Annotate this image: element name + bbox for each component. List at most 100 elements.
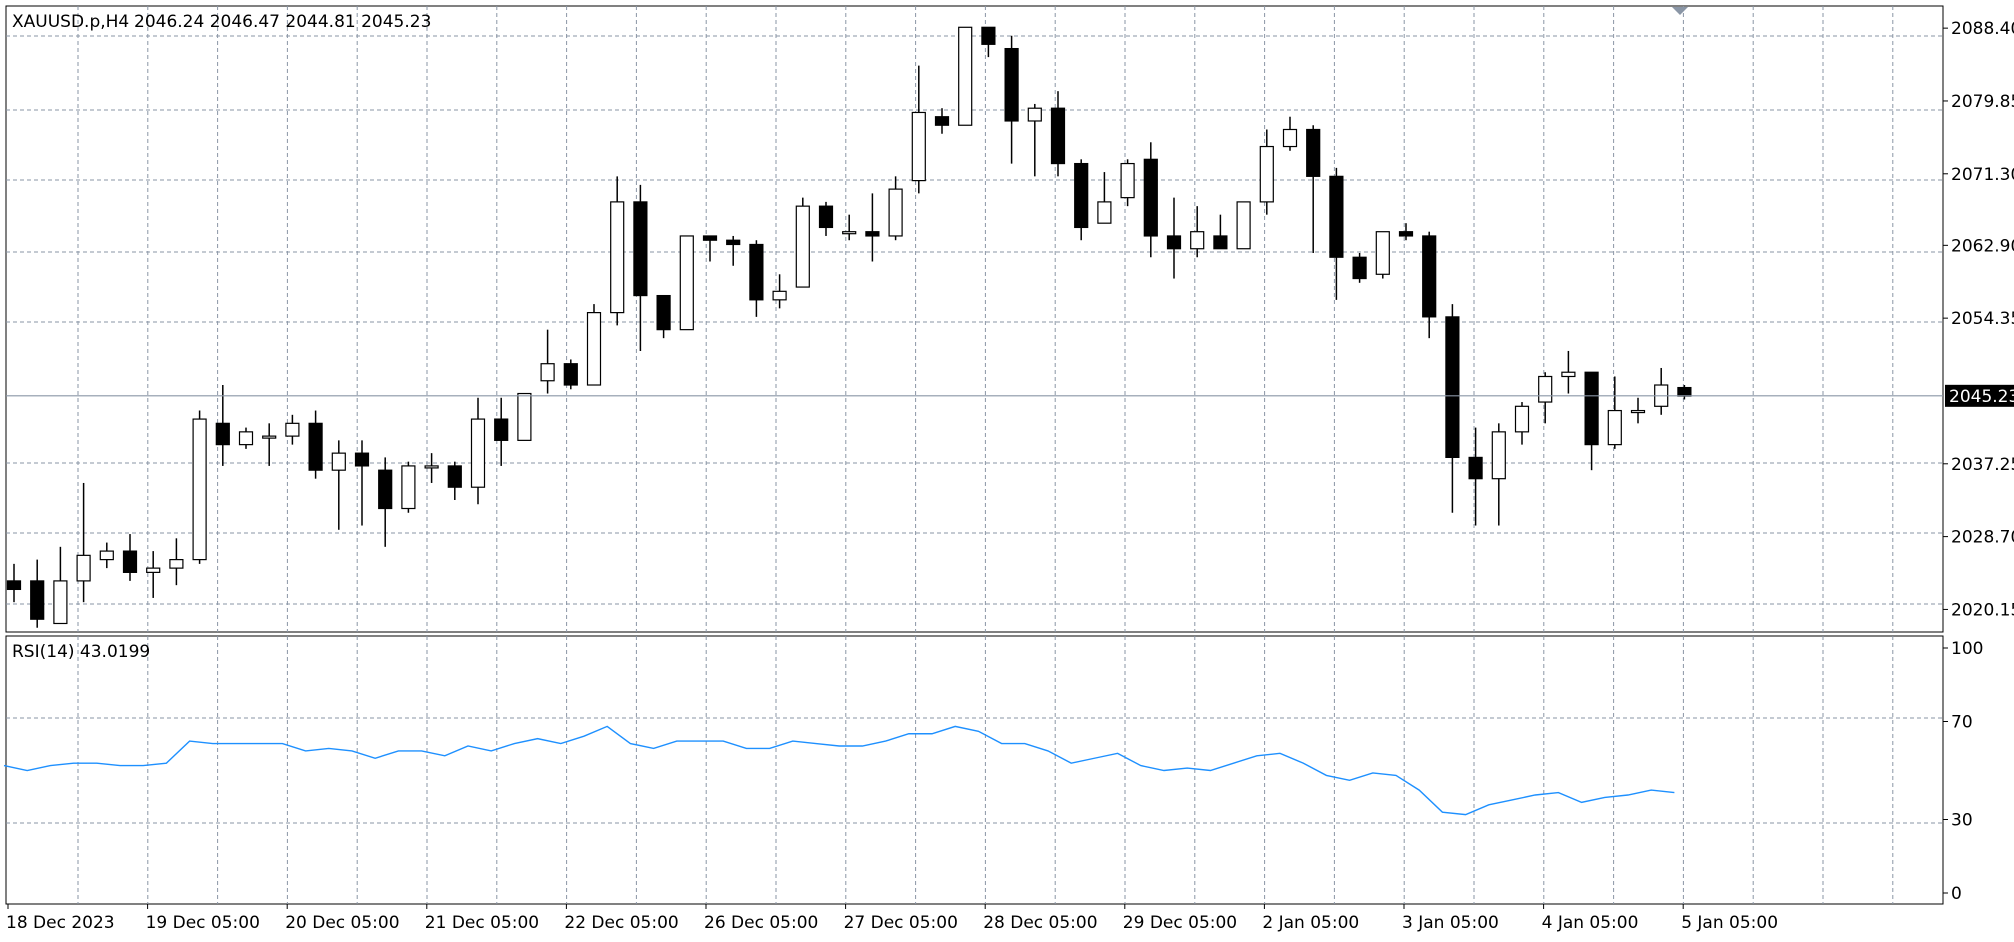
candle-body-bearish [1422,235,1437,318]
candle-body-bullish [1236,201,1251,250]
candle-body-bullish [517,392,532,441]
candle-body-bearish [494,418,509,441]
candle-body-bearish [563,363,578,386]
candle-body-bullish [285,422,300,437]
candle-body-bearish [1213,235,1228,250]
candle-body-bullish [1120,162,1135,199]
candle-body-bullish [586,312,602,386]
candle-body-bullish [958,26,973,126]
candle-body-bullish [424,465,439,469]
time-axis-label: 3 Jan 05:00 [1402,913,1499,933]
candle-body-bullish [1190,231,1205,250]
time-axis: 18 Dec 2023 19 Dec 05:00 20 Dec 05:00 21 De… [6,904,1778,933]
candle-body-bearish [702,235,718,241]
candle-body-bullish [1097,201,1112,224]
candle-body-bearish [749,243,764,301]
rsi-pane-frame [5,635,1944,905]
time-axis-label: 22 Dec 05:00 [564,913,678,933]
candle-body-bullish [470,418,486,488]
time-axis-label: 29 Dec 05:00 [1123,913,1237,933]
candle-body-bearish [1352,256,1367,280]
candle-body-bearish [1004,47,1019,122]
rsi-label: RSI(14) 43.0199 [12,642,150,662]
price-axis-label: 2028.70 [1951,528,2014,548]
candle-body-bullish [795,205,810,288]
candle-body-bullish [842,231,857,235]
candle-body-bearish [30,580,45,620]
rsi-axis-label: 100 [1951,639,1983,659]
candle-body-bearish [818,205,834,229]
candle-body-bullish [146,567,161,573]
candle-body-bullish [772,290,787,301]
candle-body-bullish [1375,231,1390,275]
candle-body-bearish [1468,456,1483,480]
rsi-axis: 100 70 30 0 [1943,639,1983,904]
rsi-axis-label: 0 [1951,884,1962,904]
symbol-label: XAUUSD.p,H4 [12,12,129,32]
candle-body-bearish [1050,107,1066,165]
candle-body-bearish [122,550,138,573]
candle-body-bullish [911,111,926,182]
time-axis-label: 21 Dec 05:00 [425,913,539,933]
price-axis-label: 2020.15 [1951,600,2014,620]
candle-body-bearish [726,239,741,246]
price-axis-label: 2054.35 [1951,309,2014,329]
time-axis-label: 5 Jan 05:00 [1681,913,1778,933]
candle-body-bullish [1282,128,1298,148]
candle-body-bullish [1027,107,1042,122]
candle-body-bullish [1538,375,1553,403]
candle-body-bearish [1074,162,1089,229]
time-axis-label: 2 Jan 05:00 [1262,913,1359,933]
ohlc-header: 2046.24 2046.47 2044.81 2045.23 [134,12,431,32]
candle-body-bearish [656,294,671,331]
candle-body-bullish [192,418,207,561]
candle-body-bullish [262,435,277,439]
candle-body-bearish [981,26,996,45]
candlestick-series [6,26,1692,628]
candle-body-bullish [679,235,694,331]
price-axis-label: 2037.25 [1951,455,2014,475]
candle-body-bullish [1514,405,1530,433]
main-pane-frame [5,5,1944,633]
candle-body-bullish [1491,431,1506,480]
current-price-badge [1945,384,2014,407]
candle-body-bullish [238,431,254,446]
price-axis-label: 2062.90 [1951,236,2014,256]
candle-body-bullish [1561,371,1576,378]
candle-body-bearish [447,465,462,488]
rsi-axis-label: 70 [1951,713,1973,733]
price-axis-label: 2079.85 [1951,92,2014,112]
candle-body-bearish [1166,235,1182,250]
candle-body-bearish [1143,158,1158,237]
time-axis-label: 27 Dec 05:00 [844,913,958,933]
grid-layer [6,6,1943,904]
time-axis-label: 4 Jan 05:00 [1542,913,1639,933]
time-axis-label: 18 Dec 2023 [6,913,115,933]
candle-body-bearish [215,422,230,446]
rsi-axis-label: 30 [1951,811,1973,831]
time-axis-label: 28 Dec 05:00 [983,913,1097,933]
candle-body-bearish [1445,316,1460,459]
candle-body-bearish [1329,175,1344,258]
candle-body-bearish [378,469,393,510]
rsi-series [3,725,1675,816]
price-axis-label: 2071.30 [1951,165,2014,185]
price-axis: 2088.40 2079.85 2071.30 2062.90 2054.35 2037.… [1943,19,2014,620]
chart-shift-marker-icon[interactable] [1672,7,1688,15]
candle-body-bearish [1584,371,1599,446]
candle-body-bullish [99,550,114,561]
candle-body-bearish [308,422,323,471]
candle-body-bullish [53,580,68,625]
candle-body-bullish [1259,145,1274,203]
candle-body-bullish [76,554,91,582]
candle-body-bullish [169,559,184,569]
time-axis-label: 20 Dec 05:00 [285,913,399,933]
rsi-line [3,725,1675,816]
candle-body-bullish [540,363,555,382]
candle-body-bullish [1630,409,1646,414]
candle-body-bearish [934,116,950,126]
candle-body-bullish [888,188,903,237]
candle-body-bearish [1398,231,1414,237]
time-axis-label: 26 Dec 05:00 [704,913,818,933]
candle-body-bullish [401,465,416,510]
